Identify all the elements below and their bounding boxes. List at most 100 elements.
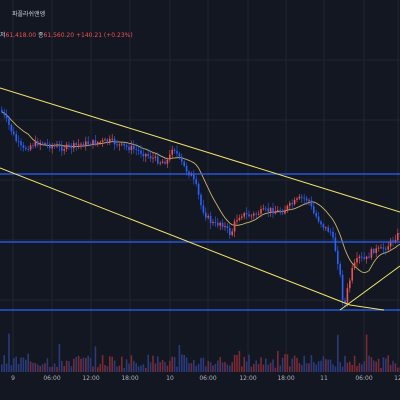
volume-bar xyxy=(128,363,130,372)
candle-body xyxy=(238,217,241,221)
volume-bar xyxy=(63,365,65,372)
candle-body xyxy=(15,134,17,141)
moving-average-line xyxy=(1,111,400,274)
volume-bar xyxy=(231,362,233,372)
candle-body xyxy=(121,143,123,145)
candle-body xyxy=(205,212,207,218)
volume-bar xyxy=(248,354,250,372)
volume-bar xyxy=(53,363,56,372)
volume-bar xyxy=(51,366,53,372)
candle-body xyxy=(339,264,341,275)
candle-body xyxy=(8,118,10,125)
volume-bar xyxy=(75,356,77,372)
volume-bar xyxy=(315,364,317,372)
volume-bar xyxy=(370,357,373,372)
volume-bar xyxy=(351,364,353,372)
candle-body xyxy=(145,154,147,157)
candle-body xyxy=(257,213,260,215)
volume-bar xyxy=(10,365,13,372)
candle-body xyxy=(13,131,15,135)
volume-bar xyxy=(118,365,121,372)
volume-bar xyxy=(121,356,123,372)
volume-bar xyxy=(137,366,140,372)
candle-body xyxy=(73,143,75,149)
candle-body xyxy=(80,143,82,145)
time-axis-label: 06:00 xyxy=(43,375,60,382)
time-axis-label: 12 xyxy=(394,375,400,382)
candle-body xyxy=(92,140,94,146)
candle-body xyxy=(394,240,397,242)
candle-body xyxy=(99,141,101,143)
candle-body xyxy=(373,249,375,253)
candle-body xyxy=(308,200,310,202)
candle-body xyxy=(341,274,344,301)
time-axis-label: 18:00 xyxy=(277,375,294,382)
candle-body xyxy=(269,208,272,212)
volume-bar xyxy=(73,358,75,372)
volume-bar xyxy=(171,356,173,372)
volume-bar xyxy=(361,364,363,372)
volume-bar xyxy=(92,366,94,372)
volume-bar xyxy=(178,345,181,372)
volume-bar xyxy=(293,355,296,372)
candle-body xyxy=(181,156,183,162)
candle-body xyxy=(161,161,164,163)
volume-bar xyxy=(140,365,142,372)
volume-bar xyxy=(68,361,70,372)
candle-body xyxy=(274,211,277,214)
candle-body xyxy=(3,111,5,115)
volume-bar xyxy=(382,357,385,372)
candle-body xyxy=(128,146,130,151)
candle-body xyxy=(37,141,39,146)
candle-body xyxy=(209,215,212,224)
candle-body xyxy=(286,205,289,211)
candle-body xyxy=(34,141,37,146)
candle-body xyxy=(377,247,380,249)
volume-bar xyxy=(99,364,101,372)
candle-body xyxy=(363,257,365,259)
candle-body xyxy=(349,280,351,289)
volume-bar xyxy=(281,357,284,372)
volume-bar xyxy=(209,362,212,372)
candle-body xyxy=(58,145,61,147)
volume-bar xyxy=(188,363,190,372)
candle-body xyxy=(310,200,313,207)
candle-body xyxy=(82,143,85,147)
candle-body xyxy=(94,140,97,145)
candle-body xyxy=(253,213,255,216)
candle-body xyxy=(190,174,193,176)
candle-body xyxy=(334,237,337,251)
volume-bar xyxy=(77,355,80,372)
volume-bar xyxy=(80,358,82,372)
volume-bar xyxy=(94,346,97,372)
volume-bar xyxy=(34,362,37,372)
candle-body xyxy=(231,231,233,236)
volume-bar xyxy=(250,366,253,372)
candle-body xyxy=(195,179,197,184)
candle-body xyxy=(214,221,217,223)
volume-bar xyxy=(152,355,154,372)
candle-body xyxy=(97,142,99,145)
volume-bar xyxy=(346,362,349,372)
candle-body xyxy=(212,221,214,224)
trendline-base xyxy=(349,304,385,311)
volume-bar xyxy=(305,363,308,372)
volume-bar xyxy=(29,361,32,372)
time-axis: 9 06:00 12:00 18:00 10 06:00 12:00 18:00 11 06:00… xyxy=(11,375,400,382)
candle-body xyxy=(241,216,243,218)
candle-body xyxy=(272,208,274,214)
volume-bar xyxy=(329,359,332,372)
candle-body xyxy=(53,146,56,148)
drawings[interactable] xyxy=(0,87,400,311)
candle-body xyxy=(176,150,178,154)
candle-body xyxy=(392,240,394,242)
candle-body xyxy=(197,183,200,195)
volume-bar xyxy=(303,355,305,372)
candle-body xyxy=(17,140,20,142)
candle-body xyxy=(106,139,109,143)
volume-bar xyxy=(149,362,152,372)
candle-body xyxy=(325,227,327,229)
volume-bar xyxy=(197,363,200,372)
candle-body xyxy=(207,215,209,218)
